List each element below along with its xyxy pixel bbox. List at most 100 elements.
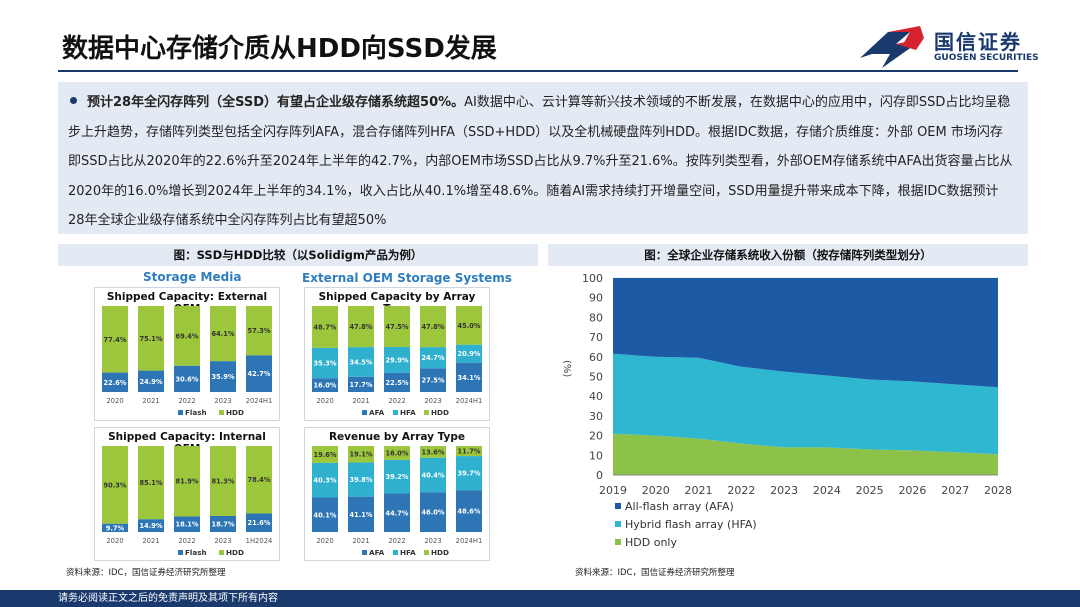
data-label: 22.6%	[104, 379, 127, 387]
data-label: 35.3%	[314, 360, 337, 368]
data-label: 17.7%	[350, 381, 373, 389]
x-tick-label: 2022	[388, 537, 405, 545]
legend-label: HDD	[431, 408, 449, 417]
data-label: 35.9%	[212, 373, 235, 381]
bar-segment	[312, 378, 338, 392]
x-tick-label: 2028	[984, 484, 1012, 497]
bar-segment	[456, 490, 482, 532]
stacked-bar-svg: 22.6% 77.4% 2020 24.9% 75.1% 2021 30.6% 69.4% 20…	[102, 306, 273, 417]
x-tick-label: 2020	[316, 397, 333, 405]
x-tick-label: 2022	[727, 484, 755, 497]
data-label: 34.1%	[458, 374, 481, 382]
x-tick-label: 2024H1	[246, 397, 273, 405]
x-tick-label: 2019	[599, 484, 627, 497]
x-tick-label: 2020	[106, 397, 123, 405]
area-series	[613, 433, 998, 475]
bar-segment	[384, 306, 410, 347]
legend-swatch	[424, 410, 429, 415]
legend-swatch	[362, 410, 367, 415]
data-label: 40.4%	[422, 472, 445, 480]
left-source-note: 资料来源：IDC，国信证券经济研究所整理	[66, 568, 226, 578]
right-figure-heading: 图：全球企业存储系统收入份额（按存储阵列类型划分）	[548, 244, 1028, 266]
y-tick-label: 10	[589, 449, 603, 462]
data-label: 18.1%	[176, 521, 199, 529]
y-tick-label: 50	[589, 371, 603, 384]
data-label: 47.8%	[422, 323, 445, 331]
legend-label: HDD only	[625, 536, 677, 549]
bar-segment	[210, 306, 236, 362]
bar-segment	[138, 446, 164, 520]
bar-segment	[246, 446, 272, 514]
legend-label: Flash	[185, 548, 207, 557]
data-label: 40.3%	[314, 477, 337, 485]
data-label: 45.0%	[458, 322, 481, 330]
data-label: 44.7%	[386, 509, 409, 517]
bar-segment	[420, 457, 446, 493]
bar-segment	[456, 306, 482, 345]
bar-segment	[384, 346, 410, 373]
data-label: 42.7%	[248, 370, 271, 378]
bar-segment	[456, 456, 482, 491]
y-tick-label: 90	[589, 292, 603, 305]
company-logo: 国信证券 GUOSEN SECURITIES	[858, 24, 1048, 70]
legend-swatch	[362, 550, 367, 555]
x-tick-label: 2020	[316, 537, 333, 545]
legend-swatch	[178, 550, 183, 555]
bar-segment	[102, 523, 128, 532]
data-label: 41.1%	[350, 511, 373, 519]
data-label: 13.6%	[422, 448, 445, 456]
page-title: 数据中心存储介质从HDD向SSD发展	[62, 34, 497, 64]
data-label: 29.9%	[386, 356, 409, 364]
bar-segment	[138, 519, 164, 532]
bar-segment	[210, 446, 236, 516]
x-tick-label: 2024	[813, 484, 841, 497]
chart-title: Revenue by Array Type	[328, 431, 466, 443]
summary-box: 预计28年全闪存阵列（全SSD）有望占企业级存储系统超50%。AI数据中心、云计…	[58, 82, 1028, 234]
bar-segment	[420, 492, 446, 532]
legend-label: HFA	[400, 408, 416, 417]
stacked-bar-svg: 9.7% 90.3% 2020 14.9% 85.1% 2021 18.1% 81.9% 202…	[102, 446, 272, 557]
legend-label: Flash	[185, 408, 207, 417]
legend-swatch	[219, 410, 224, 415]
area-series	[613, 278, 998, 388]
data-label: 18.7%	[212, 520, 235, 528]
data-label: 24.7%	[422, 354, 445, 362]
bar-segment	[246, 513, 272, 532]
data-label: 57.3%	[248, 327, 271, 335]
logo-text-cn: 国信证券	[934, 30, 1022, 54]
x-tick-label: 2023	[424, 397, 441, 405]
data-label: 81.3%	[212, 477, 235, 485]
area-series	[613, 353, 998, 455]
legend-swatch	[615, 539, 621, 545]
y-tick-label: 60	[589, 351, 603, 364]
legend-label: HFA	[400, 548, 416, 557]
bar-segment	[174, 446, 200, 517]
data-label: 85.1%	[140, 479, 163, 487]
bar-segment	[174, 306, 200, 366]
logo-text-en: GUOSEN SECURITIES	[934, 53, 1039, 63]
bar-segment	[384, 493, 410, 532]
data-label: 30.6%	[176, 375, 199, 383]
x-tick-label: 2020	[106, 537, 123, 545]
bar-segment	[174, 516, 200, 532]
x-tick-label: 2023	[424, 537, 441, 545]
bar-segment	[420, 306, 446, 348]
logo-mark-icon	[860, 26, 924, 68]
chart-internal-oem: Shipped Capacity: Internal OEM 9.7%90.3%…	[94, 427, 280, 561]
y-tick-label: 80	[589, 311, 603, 324]
bullet-icon	[70, 97, 77, 104]
data-label: 24.9%	[140, 378, 163, 386]
chart-external-oem: Shipped Capacity: External OEM 22.6%77.4…	[94, 287, 280, 421]
x-tick-label: 2023	[214, 397, 231, 405]
storage-media-heading: Storage Media	[143, 270, 242, 284]
x-tick-label: 2020	[642, 484, 670, 497]
bar-segment	[420, 446, 446, 458]
x-tick-label: 2022	[178, 537, 195, 545]
x-tick-label: 2025	[856, 484, 884, 497]
x-tick-label: 2026	[898, 484, 926, 497]
legend-swatch	[424, 550, 429, 555]
bar-segment	[456, 344, 482, 363]
data-label: 16.0%	[314, 382, 337, 390]
bar-segment	[384, 372, 410, 392]
data-label: 90.3%	[104, 481, 127, 489]
